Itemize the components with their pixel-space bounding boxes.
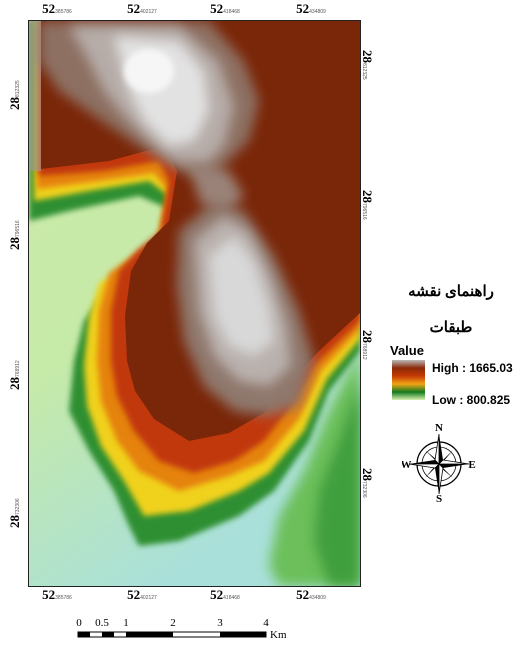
coord-degree: 28 xyxy=(360,50,375,63)
coord-label-right: 28796516 xyxy=(360,190,376,250)
coord-label-right: 28768912 xyxy=(360,330,376,390)
legend-title: راهنمای نقشه xyxy=(408,284,494,300)
coord-label-right: 28812325 xyxy=(360,50,376,110)
coord-label-bottom: 52434809 xyxy=(283,586,339,604)
coord-value: 434809 xyxy=(309,9,326,15)
coord-label-top: 52385786 xyxy=(29,0,85,18)
coord-value: 385786 xyxy=(55,595,72,601)
coord-value: 768912 xyxy=(15,360,21,377)
north-arrow-icon: N S E W xyxy=(402,422,476,504)
legend-value-label: Value xyxy=(390,343,424,358)
legend-subtitle: طبقات xyxy=(429,320,473,336)
compass-w: W xyxy=(402,459,412,471)
coord-degree: 52 xyxy=(42,587,56,602)
elevation-raster xyxy=(29,21,360,586)
coord-degree: 52 xyxy=(127,587,141,602)
coord-label-left: 28768912 xyxy=(6,330,22,390)
coord-value: 732306 xyxy=(361,481,367,498)
coord-degree: 52 xyxy=(127,1,141,16)
legend-low-label: Low : 800.825 xyxy=(432,393,511,407)
scale-tick: 3 xyxy=(217,617,223,629)
compass-s: S xyxy=(436,493,442,504)
coord-label-bottom: 52385786 xyxy=(29,586,85,604)
coord-degree: 28 xyxy=(360,190,375,203)
coord-degree: 28 xyxy=(7,237,22,250)
coord-value: 402127 xyxy=(140,595,157,601)
coord-degree: 28 xyxy=(7,97,22,110)
coord-value: 418468 xyxy=(223,595,240,601)
coord-degree: 52 xyxy=(42,1,56,16)
compass-n: N xyxy=(435,422,443,434)
coord-degree: 52 xyxy=(210,587,224,602)
coord-value: 732306 xyxy=(15,498,21,515)
compass-e: E xyxy=(468,459,475,471)
coord-value: 812325 xyxy=(361,63,367,80)
coord-value: 796516 xyxy=(15,220,21,237)
coord-value: 402127 xyxy=(140,9,157,15)
coord-label-right: 28732306 xyxy=(360,468,376,528)
coord-label-left: 28796516 xyxy=(6,190,22,250)
coord-label-bottom: 52402127 xyxy=(114,586,170,604)
coord-degree: 28 xyxy=(360,468,375,481)
scale-unit: Km xyxy=(270,629,287,641)
scale-tick: 0 xyxy=(76,617,82,629)
scale-tick: 4 xyxy=(263,617,269,629)
coord-degree: 28 xyxy=(7,377,22,390)
coord-label-bottom: 52418468 xyxy=(197,586,253,604)
map-frame xyxy=(28,20,361,587)
coord-degree: 52 xyxy=(296,587,310,602)
coord-value: 812325 xyxy=(15,80,21,97)
coord-label-top: 52402127 xyxy=(114,0,170,18)
scale-tick: 0.5 xyxy=(95,617,109,629)
coord-degree: 52 xyxy=(210,1,224,16)
coord-value: 434809 xyxy=(309,595,326,601)
coord-value: 385786 xyxy=(55,9,72,15)
coord-value: 418468 xyxy=(223,9,240,15)
coord-label-top: 52418468 xyxy=(197,0,253,18)
coord-degree: 28 xyxy=(360,330,375,343)
coord-value: 768912 xyxy=(361,343,367,360)
coord-value: 796516 xyxy=(361,203,367,220)
coord-label-left: 28812325 xyxy=(6,50,22,110)
coord-label-left: 28732306 xyxy=(6,468,22,528)
legend-color-ramp xyxy=(392,360,425,400)
coord-degree: 52 xyxy=(296,1,310,16)
scale-tick: 2 xyxy=(170,617,176,629)
coord-label-top: 52434809 xyxy=(283,0,339,18)
legend-high-label: High : 1665.03 xyxy=(432,361,513,375)
coord-degree: 28 xyxy=(7,515,22,528)
scale-bar: 0 0.5 1 2 3 4 Km xyxy=(76,617,287,641)
scale-tick: 1 xyxy=(123,617,129,629)
